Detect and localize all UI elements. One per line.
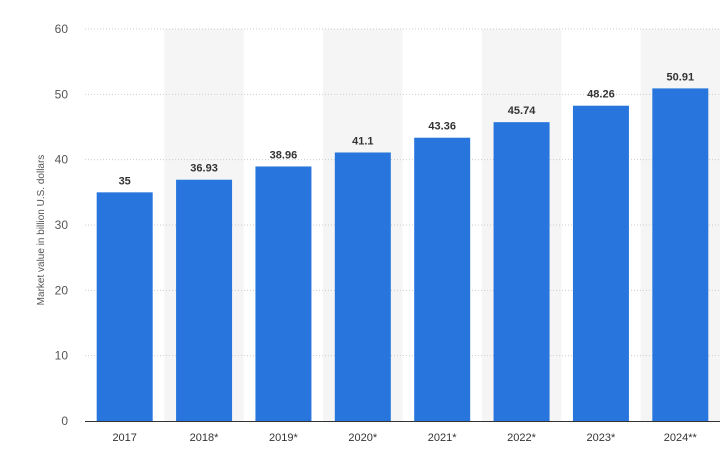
y-tick-label: 30 [55, 218, 69, 232]
y-tick-label: 40 [55, 153, 69, 167]
bar [652, 88, 709, 421]
y-tick-label: 20 [55, 283, 69, 297]
x-axis-ticks: 2017 2018* 2019* 2020* 2021* 2022* 2023* 2024** [112, 432, 697, 444]
bar-value-label: 36.93 [190, 163, 218, 175]
bar-value-label: 43.36 [428, 121, 456, 133]
y-axis-ticks: 0 10 20 30 40 50 60 [55, 22, 69, 428]
x-tick-label: 2020* [348, 432, 377, 444]
y-axis-title: Market value in billion U.S. dollars [36, 155, 47, 306]
x-tick-label: 2018* [190, 432, 219, 444]
bar [572, 105, 629, 422]
y-tick-label: 10 [55, 349, 69, 363]
value-labels: 35 36.93 38.96 41.1 43.36 45.74 48.26 50.91 [119, 71, 695, 187]
bar-value-label: 50.91 [667, 71, 695, 83]
bar [176, 179, 233, 421]
bar [493, 122, 550, 421]
y-tick-label: 0 [61, 414, 68, 428]
bar [334, 152, 391, 422]
x-tick-label: 2024** [664, 432, 698, 444]
y-tick-label: 60 [55, 22, 69, 36]
bar [414, 137, 471, 421]
bar-value-label: 45.74 [508, 105, 536, 117]
bar-value-label: 38.96 [270, 149, 298, 161]
bar [255, 166, 312, 421]
x-tick-label: 2022* [507, 432, 536, 444]
bar-value-label: 48.26 [587, 89, 615, 101]
x-tick-label: 2021* [428, 432, 457, 444]
bars [96, 88, 709, 422]
y-tick-label: 50 [55, 87, 69, 101]
bar-value-label: 35 [119, 175, 131, 187]
bar-value-label: 41.1 [352, 135, 373, 147]
bar [96, 192, 153, 421]
x-tick-label: 2017 [112, 432, 136, 444]
x-tick-label: 2019* [269, 432, 298, 444]
x-tick-label: 2023* [587, 432, 616, 444]
